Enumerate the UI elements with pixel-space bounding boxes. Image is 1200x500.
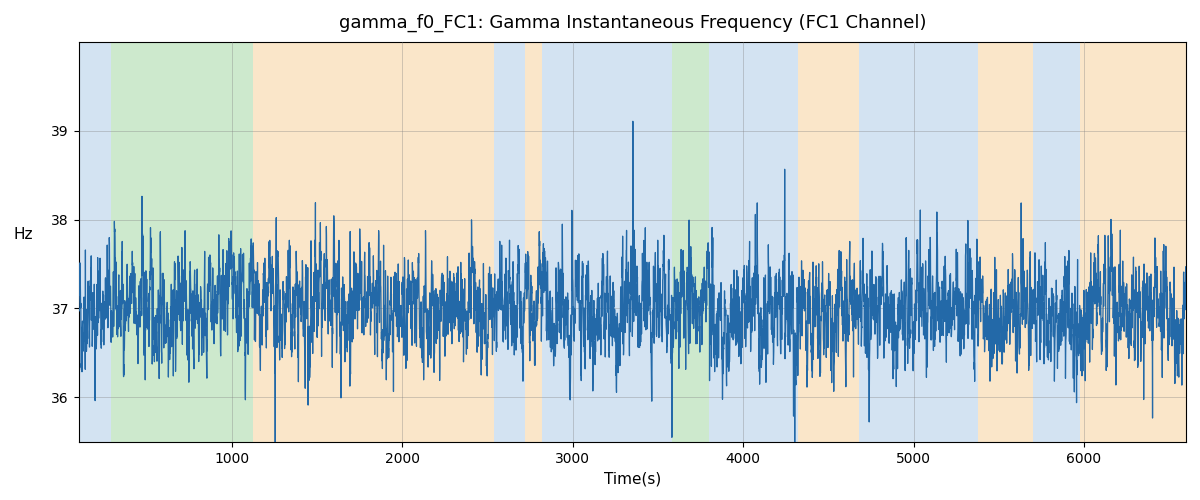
Y-axis label: Hz: Hz: [14, 227, 34, 242]
Bar: [709, 42, 798, 442]
Bar: [542, 42, 672, 442]
Bar: [978, 42, 1033, 442]
Bar: [79, 42, 112, 442]
Bar: [112, 42, 252, 442]
Bar: [1080, 42, 1186, 442]
Bar: [252, 42, 494, 442]
Bar: [859, 42, 978, 442]
Bar: [798, 42, 859, 442]
Bar: [1033, 42, 1080, 442]
X-axis label: Time(s): Time(s): [604, 471, 661, 486]
Title: gamma_f0_FC1: Gamma Instantaneous Frequency (FC1 Channel): gamma_f0_FC1: Gamma Instantaneous Freque…: [338, 14, 926, 32]
Bar: [494, 42, 526, 442]
Bar: [672, 42, 709, 442]
Bar: [526, 42, 542, 442]
